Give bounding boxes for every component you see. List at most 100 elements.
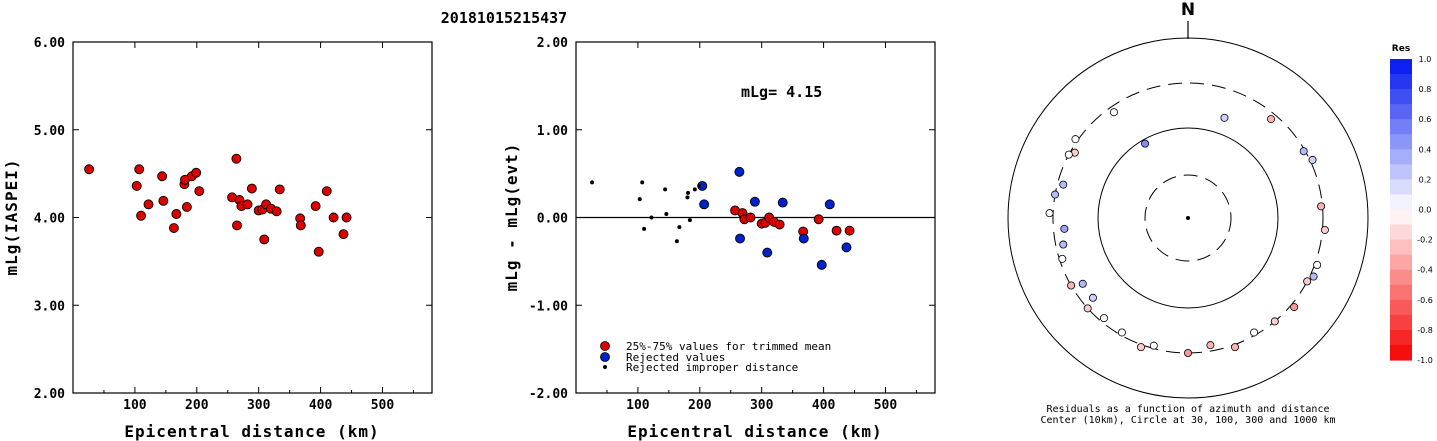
data-point-improper-distance bbox=[677, 225, 682, 230]
legend-marker-rejected bbox=[600, 352, 610, 362]
station-residual-point bbox=[1099, 314, 1108, 323]
station-residual-point bbox=[1109, 108, 1118, 117]
figure-title: 20181015215437 bbox=[441, 9, 567, 27]
plot-frame bbox=[72, 41, 433, 394]
data-point-rejected bbox=[699, 199, 710, 210]
data-point-improper-distance bbox=[640, 180, 645, 185]
x-axis-label: Epicentral distance (km) bbox=[124, 422, 379, 441]
residual-colorbar: Res 1.0 0.8 0.6 0.4 0.2 0.0 -0.2 -0.4 -0.6 -0.8 -1… bbox=[1390, 44, 1433, 365]
data-point-trimmed bbox=[844, 225, 855, 236]
north-label: N bbox=[1181, 0, 1195, 20]
x-tick-label: 100 bbox=[123, 398, 147, 413]
x-axis-label: Epicentral distance (km) bbox=[627, 422, 882, 441]
data-point-rejected bbox=[749, 196, 760, 207]
colorbar-cell bbox=[1390, 239, 1412, 256]
station-residual-point bbox=[1290, 303, 1299, 312]
colorbar-cell bbox=[1390, 194, 1412, 211]
station-residual-point bbox=[1309, 272, 1318, 281]
colorbar-cell bbox=[1390, 284, 1412, 301]
data-point-improper-distance bbox=[664, 211, 669, 216]
data-point-improper-distance bbox=[663, 187, 668, 192]
x-tick-label: 400 bbox=[309, 398, 333, 413]
caption-line-1: Residuals as a function of azimuth and d… bbox=[1047, 404, 1330, 415]
data-point bbox=[259, 234, 270, 245]
x-tick-label: 200 bbox=[688, 398, 712, 413]
caption-line-2: Center (10km), Circle at 30, 100, 300 an… bbox=[1040, 415, 1335, 426]
data-point bbox=[158, 195, 169, 206]
y-tick-label: -1.00 bbox=[529, 299, 568, 314]
station-residual-point bbox=[1060, 224, 1069, 233]
colorbar-cell bbox=[1390, 254, 1412, 271]
data-point-improper-distance bbox=[674, 239, 679, 244]
data-point bbox=[157, 171, 168, 182]
data-point-rejected bbox=[734, 166, 745, 177]
colorbar-label: -0.2 bbox=[1417, 236, 1433, 245]
colorbar-label: 1.0 bbox=[1419, 55, 1432, 64]
station-residual-point bbox=[1317, 202, 1326, 211]
data-point bbox=[321, 186, 332, 197]
y-tick-label: 1.00 bbox=[537, 124, 568, 139]
data-point-improper-distance bbox=[697, 183, 702, 188]
data-point-rejected bbox=[798, 233, 809, 244]
y-tick-label: -2.00 bbox=[529, 387, 568, 402]
residual-vs-distance-plot: Epicentral distance (km) mLg - mLg(evt) … bbox=[502, 36, 936, 441]
y-tick-label: 6.00 bbox=[34, 36, 65, 51]
data-point-rejected bbox=[824, 199, 835, 210]
data-point-improper-distance bbox=[686, 190, 691, 195]
colorbar-cell bbox=[1390, 329, 1412, 346]
data-point bbox=[313, 246, 324, 257]
legend-marker-improper bbox=[603, 365, 607, 369]
colorbar-label: 0.0 bbox=[1419, 206, 1432, 215]
colorbar-cell bbox=[1390, 74, 1412, 90]
colorbar-label: -0.6 bbox=[1417, 296, 1433, 305]
colorbar-label: -0.4 bbox=[1417, 266, 1433, 275]
y-axis-label: mLg - mLg(evt) bbox=[502, 143, 521, 292]
station-residual-point bbox=[1184, 348, 1193, 357]
data-point bbox=[310, 201, 321, 212]
station-residual-point bbox=[1250, 328, 1259, 337]
data-point bbox=[274, 184, 285, 195]
data-point bbox=[191, 167, 202, 178]
station-residual-point bbox=[1137, 343, 1146, 352]
colorbar-label: 0.2 bbox=[1419, 175, 1432, 184]
legend-label: 25%-75% values for trimmed mean bbox=[626, 340, 831, 353]
data-point-improper-distance bbox=[685, 195, 690, 200]
station-residual-point bbox=[1088, 293, 1097, 302]
x-tick-label: 300 bbox=[750, 398, 774, 413]
station-residual-point bbox=[1320, 225, 1329, 234]
magnitude-vs-distance-plot: Epicentral distance (km) mLg(IASPEI) 100… bbox=[2, 36, 433, 441]
colorbar-cell bbox=[1390, 89, 1412, 105]
data-point bbox=[271, 206, 282, 217]
station-residual-point bbox=[1220, 113, 1229, 122]
data-point-trimmed bbox=[831, 225, 842, 236]
colorbar-cell bbox=[1390, 119, 1412, 135]
y-tick-label: 2.00 bbox=[34, 387, 65, 402]
data-point bbox=[134, 164, 145, 175]
y-tick-label: 3.00 bbox=[34, 299, 65, 314]
colorbar-cell bbox=[1390, 299, 1412, 316]
data-point bbox=[168, 223, 179, 233]
station-residual-point bbox=[1083, 304, 1092, 313]
station-residual-point bbox=[1270, 317, 1279, 326]
data-point-trimmed bbox=[745, 212, 756, 223]
legend-label: Rejected values bbox=[626, 351, 725, 364]
data-point bbox=[143, 199, 154, 210]
data-point bbox=[242, 199, 253, 210]
data-point bbox=[328, 212, 339, 223]
data-point-improper-distance bbox=[637, 197, 642, 202]
x-tick-label: 200 bbox=[185, 398, 209, 413]
data-point-rejected bbox=[762, 247, 773, 258]
colorbar-cell bbox=[1390, 269, 1412, 286]
x-tick-label: 400 bbox=[812, 398, 836, 413]
colorbar-cell bbox=[1390, 314, 1412, 331]
station-residual-point bbox=[1149, 341, 1158, 350]
colorbar-cell bbox=[1390, 59, 1412, 75]
circle-30km bbox=[1144, 174, 1232, 262]
station-residual-point bbox=[1230, 343, 1239, 352]
data-point-rejected bbox=[816, 259, 827, 270]
station-residual-point bbox=[1141, 139, 1150, 148]
station-residual-point bbox=[1045, 209, 1054, 218]
data-point-trimmed bbox=[774, 219, 785, 230]
station-residual-point bbox=[1059, 180, 1068, 189]
